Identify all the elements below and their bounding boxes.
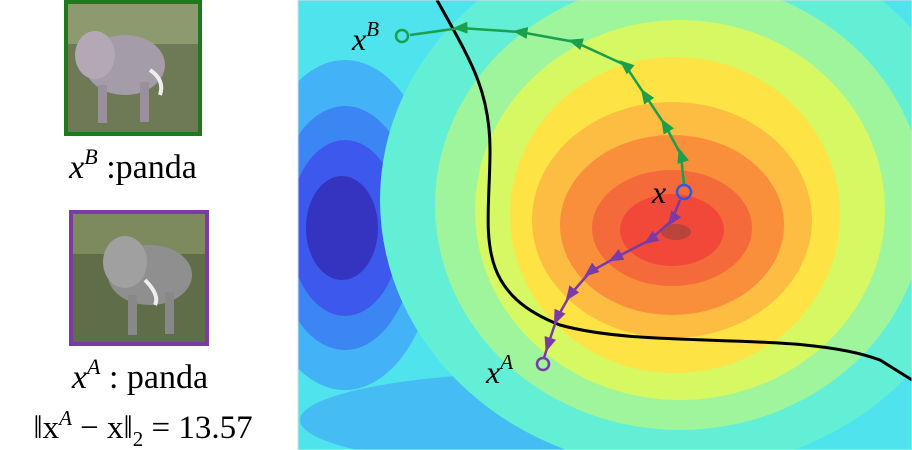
open: ‖x — [33, 410, 59, 446]
label-x: x — [651, 174, 666, 210]
var: x — [71, 359, 87, 396]
label-xa: xA — [485, 350, 513, 390]
label: :panda — [98, 149, 197, 186]
label: : panda — [100, 359, 208, 396]
sup: A — [85, 354, 101, 379]
path-a — [542, 199, 682, 359]
sup: A — [57, 406, 72, 430]
contour-map — [298, 0, 912, 450]
var: x — [485, 354, 500, 390]
sup: B — [84, 144, 97, 169]
plot-frame — [297, 0, 912, 450]
distance: ‖xA − x‖2 = 13.57 — [33, 406, 252, 450]
caption-xa: xA : panda — [71, 354, 208, 396]
sup: B — [366, 17, 379, 41]
label-xb: xB — [351, 17, 379, 57]
point-x — [675, 183, 693, 201]
path-b — [409, 21, 689, 186]
sup: A — [498, 350, 513, 374]
sub: 2 — [133, 427, 144, 450]
image-xa — [69, 210, 209, 346]
var: x — [351, 21, 366, 57]
point-xa — [535, 356, 551, 372]
caption-xb: xB :panda — [68, 144, 197, 186]
point-xb — [394, 28, 410, 44]
var: x — [68, 149, 84, 186]
mid: − x‖ — [72, 410, 133, 446]
image-xb — [64, 0, 202, 136]
rest: = 13.57 — [143, 410, 252, 446]
